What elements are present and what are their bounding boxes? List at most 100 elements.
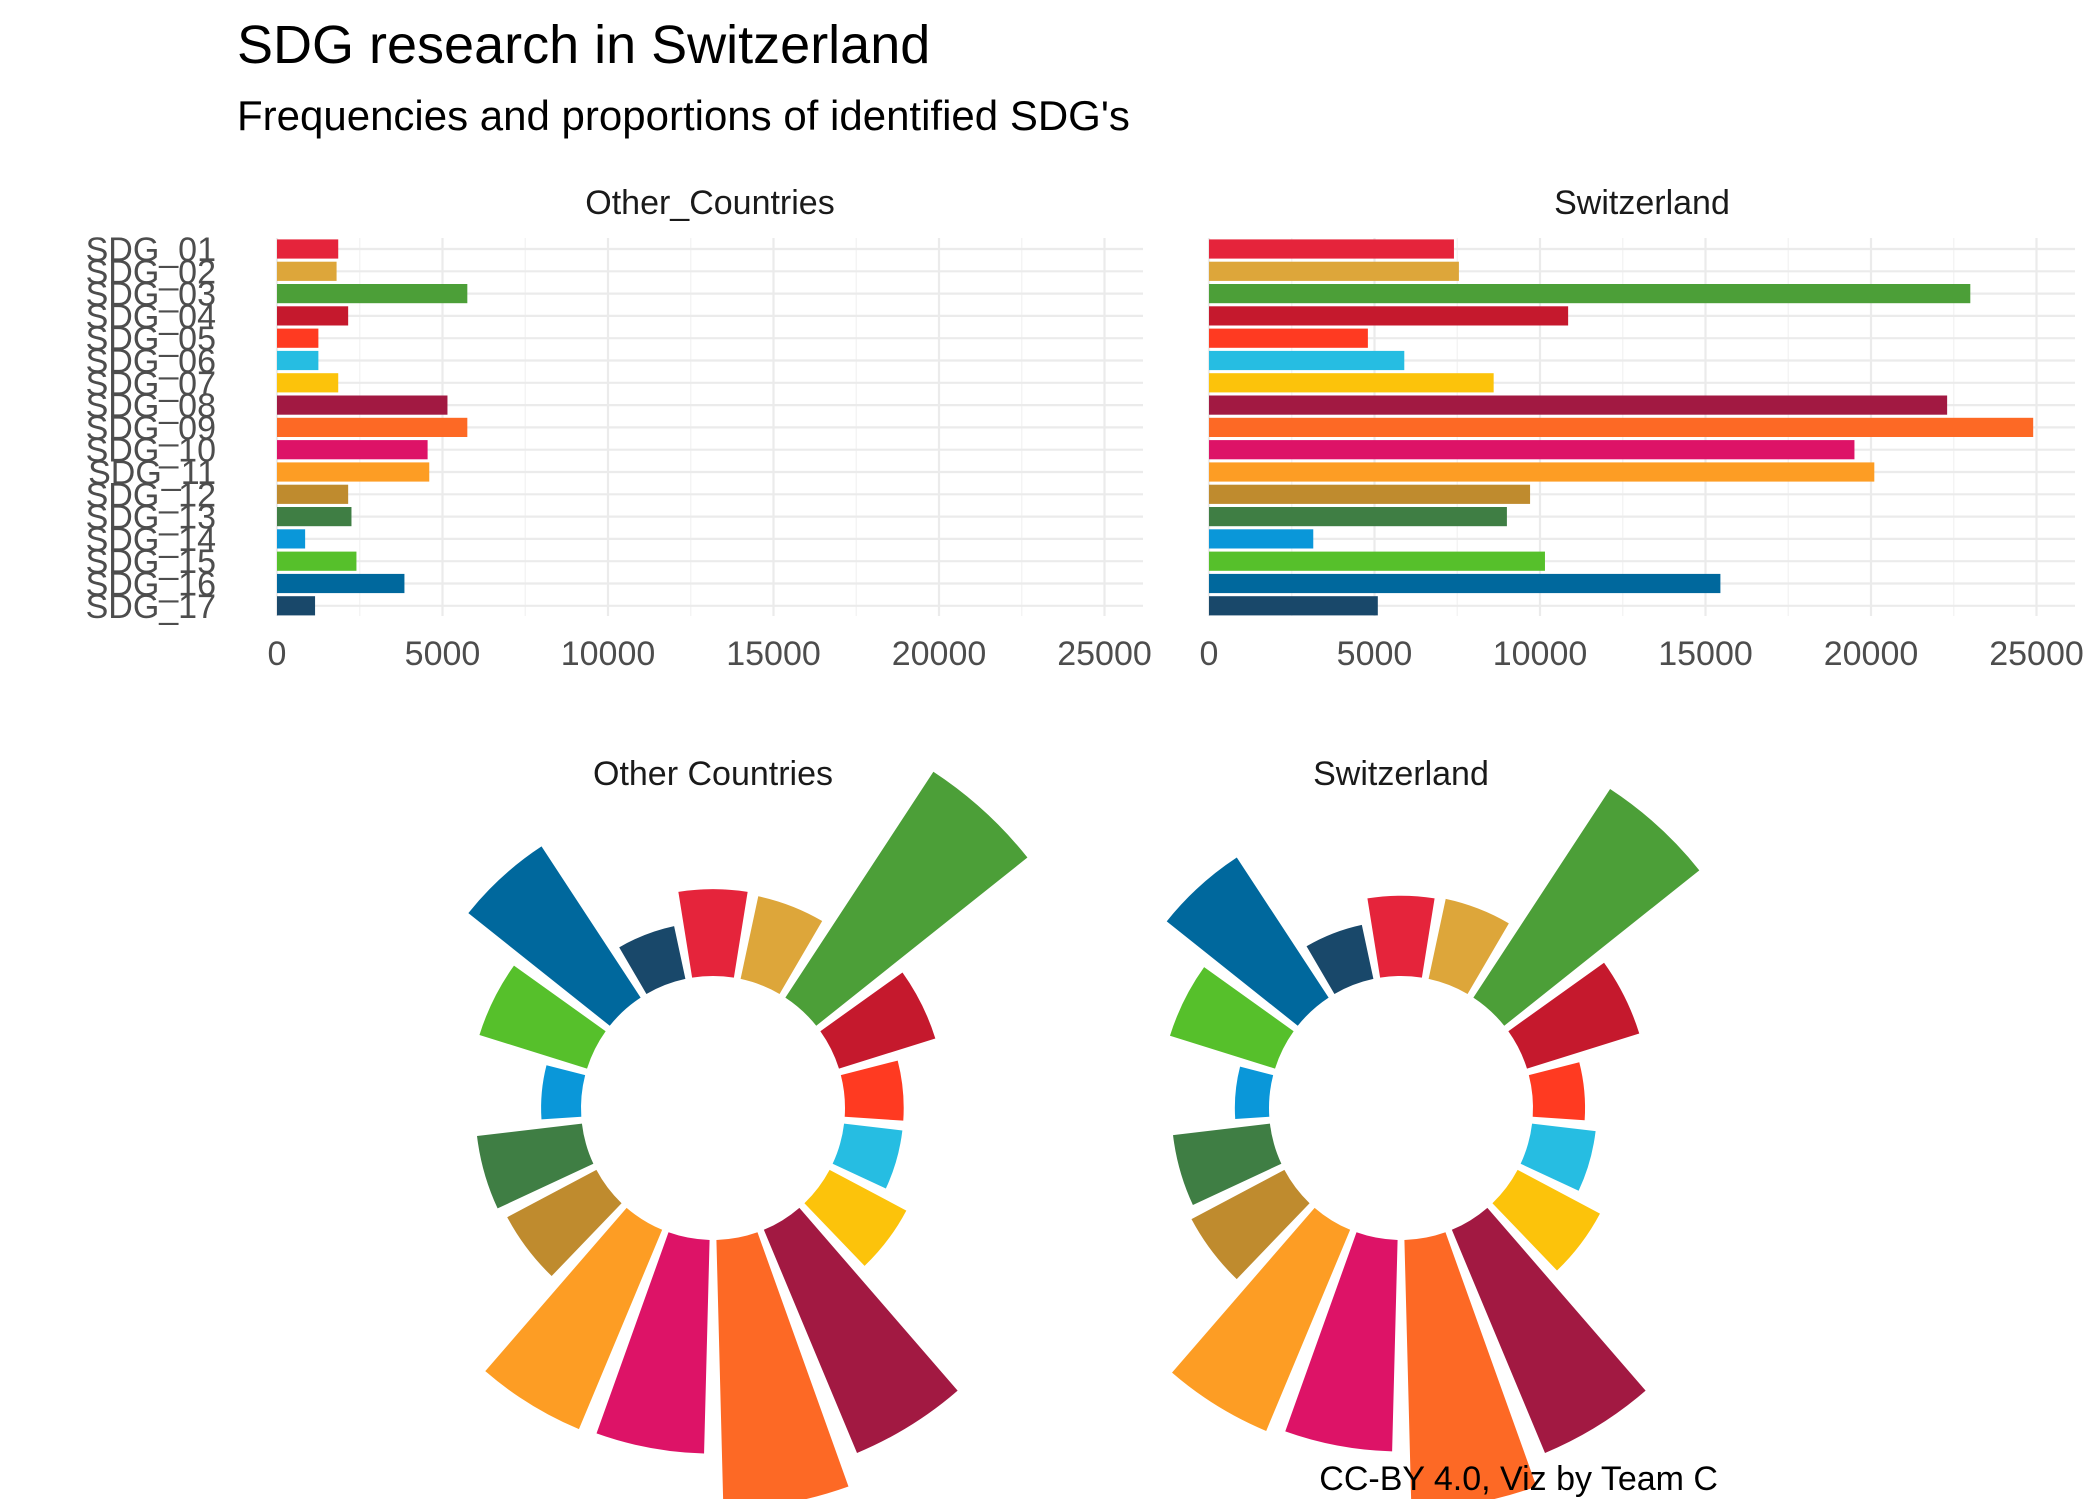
y-tick-label: SDG_01 [86, 231, 216, 269]
polar-segment-sdg-13 [1173, 1123, 1282, 1205]
y-tick-label: SDG_15 [86, 543, 216, 581]
bar-sdg-16 [1209, 573, 1721, 594]
bar-sdg-05 [277, 328, 319, 348]
bar-sdg-07 [277, 373, 339, 393]
bar-sdg-03 [1209, 284, 1971, 304]
y-tick-label: SDG_12 [86, 476, 216, 514]
bar-sdg-11 [1209, 462, 1875, 482]
polar-segment-sdg-16 [1166, 857, 1329, 1026]
bar-sdg-11 [277, 462, 430, 482]
x-tick-label: 5000 [405, 635, 481, 673]
y-tick-label: SDG_06 [86, 343, 216, 381]
bar-sdg-04 [277, 306, 349, 326]
polar-panel-0: Other Countries [468, 755, 1028, 1499]
chart-caption: CC-BY 4.0, Viz by Team C [1319, 1460, 1718, 1498]
bar-sdg-04 [1209, 306, 1569, 326]
polar-segment-sdg-15 [1169, 967, 1294, 1069]
bar-sdg-06 [277, 350, 319, 371]
polar-segment-sdg-04 [820, 972, 936, 1069]
y-tick-label: SDG_02 [86, 253, 216, 291]
polar-segment-sdg-14 [541, 1065, 586, 1120]
bar-sdg-17 [277, 596, 316, 616]
polar-segment-sdg-06 [832, 1123, 903, 1189]
facet-label: Switzerland [1554, 184, 1730, 222]
y-tick-label: SDG_05 [86, 320, 216, 358]
polar-segment-sdg-05 [840, 1060, 904, 1121]
bar-sdg-10 [1209, 440, 1855, 460]
polar-segment-sdg-17 [619, 926, 686, 995]
y-tick-label: SDG_08 [86, 387, 216, 425]
polar-segment-sdg-10 [596, 1232, 710, 1454]
bar-sdg-10 [277, 440, 428, 460]
bar-panel-0: 0 5000 10000 15000 20000 25000 Other_Countries [268, 184, 1152, 673]
y-tick-label: SDG_10 [86, 432, 216, 470]
bar-sdg-08 [277, 395, 448, 415]
x-tick-label: 25000 [1989, 635, 2084, 673]
bar-panels: 0 5000 10000 15000 20000 25000 Other_Countries… [86, 184, 2084, 673]
bar-sdg-03 [277, 284, 468, 304]
chart-subtitle: Frequencies and proportions of identifie… [237, 92, 1130, 139]
x-tick-label: 25000 [1057, 635, 1152, 673]
y-tick-label: SDG_03 [86, 276, 216, 314]
bar-sdg-02 [1209, 261, 1459, 281]
bar-sdg-05 [1209, 328, 1368, 348]
polar-segment-sdg-13 [477, 1123, 594, 1209]
polar-segment-sdg-10 [1285, 1232, 1398, 1452]
bar-sdg-12 [277, 484, 349, 504]
polar-segment-sdg-15 [479, 965, 606, 1069]
bar-sdg-15 [1209, 551, 1545, 571]
polar-segment-sdg-02 [1428, 898, 1509, 995]
bar-sdg-17 [1209, 596, 1378, 616]
chart-title: SDG research in Switzerland [237, 15, 931, 75]
polar-panels: Other Countries Switzerland [468, 755, 1700, 1499]
polar-segment-sdg-04 [1508, 962, 1640, 1069]
polar-segment-sdg-01 [678, 889, 748, 978]
bar-sdg-13 [1209, 507, 1507, 527]
y-tick-label: SDG_13 [86, 499, 216, 537]
polar-segment-sdg-03 [1473, 789, 1700, 1026]
x-tick-label: 10000 [1493, 635, 1588, 673]
y-tick-label: SDG_14 [86, 521, 216, 559]
y-tick-label: SDG_09 [86, 409, 216, 447]
polar-segment-sdg-05 [1528, 1062, 1586, 1121]
y-tick-label: SDG_16 [86, 566, 216, 604]
bar-sdg-09 [1209, 417, 2034, 437]
x-tick-label: 15000 [726, 635, 821, 673]
x-tick-label: 5000 [1337, 635, 1413, 673]
polar-segment-sdg-06 [1520, 1123, 1596, 1191]
x-tick-label: 15000 [1658, 635, 1753, 673]
polar-segment-sdg-17 [1306, 924, 1374, 995]
polar-segment-sdg-11 [1172, 1207, 1351, 1431]
bar-sdg-02 [277, 261, 337, 281]
polar-segment-sdg-16 [468, 846, 641, 1026]
bar-sdg-14 [277, 529, 306, 549]
polar-panel-1: Switzerland [1166, 755, 1700, 1499]
x-tick-label: 0 [1200, 635, 1219, 673]
bar-sdg-14 [1209, 529, 1314, 549]
bar-sdg-16 [277, 573, 405, 594]
polar-segment-sdg-12 [1191, 1169, 1310, 1280]
polar-segment-sdg-11 [485, 1207, 663, 1430]
x-tick-label: 20000 [892, 635, 987, 673]
facet-label: Other_Countries [585, 184, 834, 222]
y-tick-label: SDG_11 [88, 454, 216, 492]
polar-segment-sdg-03 [785, 771, 1028, 1026]
polar-segment-sdg-14 [1234, 1066, 1274, 1120]
bar-sdg-13 [277, 507, 352, 527]
bar-sdg-01 [277, 239, 339, 259]
bar-sdg-15 [277, 551, 357, 571]
x-tick-label: 10000 [561, 635, 656, 673]
polar-segment-sdg-01 [1367, 895, 1435, 978]
bar-sdg-12 [1209, 484, 1531, 504]
y-tick-label: SDG_17 [86, 588, 216, 626]
y-tick-label: SDG_04 [86, 298, 216, 336]
polar-segment-sdg-12 [507, 1169, 622, 1277]
bar-panel-1: 0 5000 10000 15000 20000 25000 Switzerland [1200, 184, 2084, 673]
bar-sdg-06 [1209, 350, 1405, 371]
polar-segment-sdg-07 [1492, 1169, 1600, 1271]
bar-sdg-01 [1209, 239, 1454, 259]
x-tick-label: 20000 [1824, 635, 1919, 673]
y-tick-label: SDG_07 [86, 365, 216, 403]
x-tick-label: 0 [268, 635, 287, 673]
bar-sdg-09 [277, 417, 468, 437]
